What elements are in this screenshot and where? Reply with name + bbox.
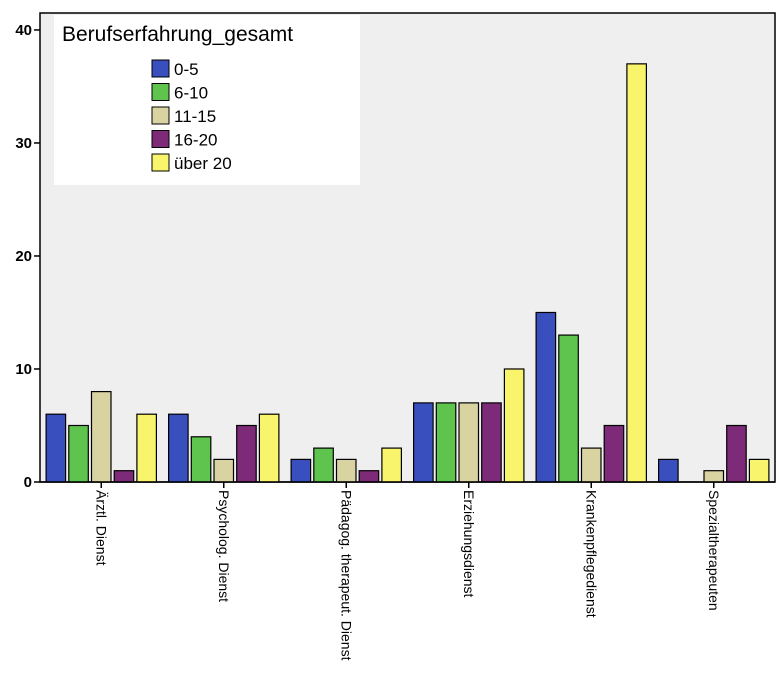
legend-label: 16-20	[174, 131, 217, 150]
x-axis: Ärztl. Dienst Psycholog. Dienst Pädagog. t…	[40, 481, 775, 661]
bar	[213, 458, 235, 483]
legend-swatch	[151, 59, 170, 78]
legend: Berufserfahrung_gesamt 0-5 6-10 11-15 16-20…	[54, 15, 360, 185]
x-tick-label: Krankenpflegedienst	[583, 490, 599, 618]
legend-swatch	[151, 106, 170, 125]
bars-group	[45, 63, 770, 483]
bar	[726, 424, 747, 483]
bar	[503, 368, 525, 483]
x-tick-label: Ärztl. Dienst	[93, 490, 109, 566]
legend-label: über 20	[174, 154, 232, 173]
legend-swatch	[151, 130, 170, 148]
bar	[458, 402, 480, 483]
y-tick-label: 10	[15, 361, 32, 378]
bar	[113, 470, 135, 483]
y-tick-label: 0	[24, 474, 32, 491]
bar	[657, 458, 679, 483]
legend-title: Berufserfahrung_gesamt	[62, 23, 293, 46]
legend-items: 0-5 6-10 11-15 16-20 über 20	[151, 59, 232, 173]
bar	[748, 458, 770, 483]
bar	[626, 63, 648, 483]
bar	[258, 413, 280, 483]
bar	[580, 447, 602, 483]
bar	[381, 447, 402, 483]
y-tick-label: 40	[15, 22, 32, 39]
bar	[136, 413, 157, 483]
bar	[45, 413, 67, 483]
bar	[481, 402, 502, 483]
legend-swatch	[151, 83, 170, 101]
bar	[558, 334, 579, 483]
y-tick-label: 20	[15, 248, 32, 265]
x-tick-label: Spezialtherapeuten	[706, 490, 722, 611]
y-tick-label: 30	[15, 135, 32, 152]
bar	[413, 402, 434, 483]
x-tick-label: Pädagog. therapeut. Dienst	[338, 490, 354, 661]
legend-label: 11-15	[174, 107, 216, 126]
bar	[90, 390, 112, 483]
legend-box	[54, 15, 360, 185]
bar	[603, 424, 625, 483]
bar	[535, 311, 557, 483]
y-axis: 0 10 20 30 40	[15, 22, 40, 491]
legend-swatch	[151, 153, 170, 172]
bar	[190, 436, 212, 483]
x-tick-label: Erziehungsdienst	[461, 490, 477, 598]
legend-label: 0-5	[174, 60, 199, 79]
bar	[168, 413, 189, 483]
x-tick-label: Psycholog. Dienst	[216, 490, 232, 602]
bar	[236, 424, 257, 483]
bar	[335, 458, 357, 483]
bar	[290, 458, 312, 483]
bar	[358, 470, 380, 483]
bar	[68, 424, 89, 483]
bar	[703, 470, 725, 483]
legend-label: 6-10	[174, 84, 208, 103]
bar	[435, 402, 457, 483]
bar	[313, 447, 334, 483]
